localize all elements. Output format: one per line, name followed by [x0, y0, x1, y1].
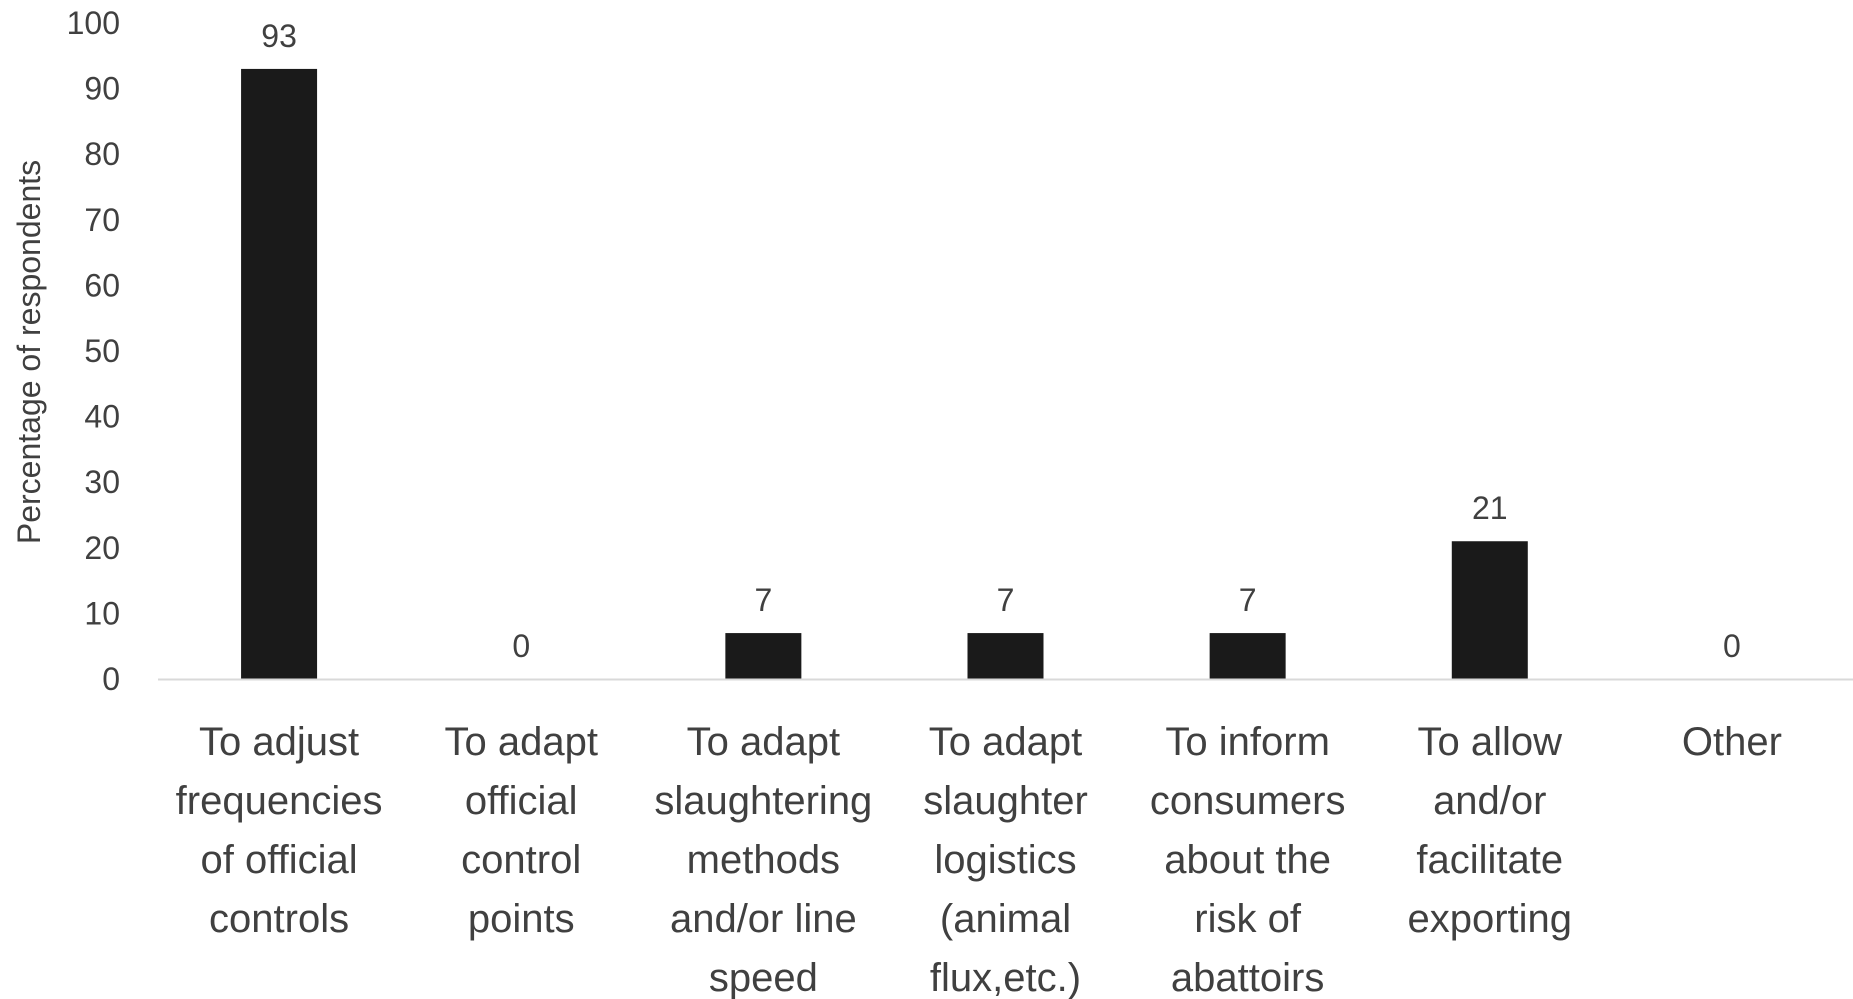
y-tick-label: 10: [84, 595, 120, 631]
data-label: 0: [1723, 628, 1741, 664]
y-tick-label: 50: [84, 333, 120, 369]
bar: [1209, 633, 1286, 679]
category-label-line: speed: [709, 956, 818, 999]
category-label-line: flux,etc.): [930, 956, 1081, 999]
category-label-line: about the: [1164, 838, 1331, 882]
y-tick-label: 90: [84, 71, 120, 107]
category-label-line: abattoirs: [1171, 956, 1324, 999]
category-label-line: logistics: [934, 838, 1076, 882]
category-label-line: Other: [1682, 720, 1782, 764]
category-label-line: controls: [209, 897, 349, 941]
y-tick-label: 100: [67, 5, 120, 41]
category-label-line: of official: [201, 838, 358, 882]
data-labels: 93 0 7 7 7 21 0: [261, 18, 1741, 664]
y-tick-label: 30: [84, 464, 120, 500]
category-label-line: (animal: [940, 897, 1071, 941]
category-label-line: frequencies: [176, 779, 383, 823]
category-label-line: slaughter: [923, 779, 1088, 823]
category-label-line: To adapt: [929, 720, 1082, 764]
y-tick-label: 80: [84, 136, 120, 172]
bar: [1451, 541, 1528, 679]
category-labels: To adjust frequencies of official controlsT…: [176, 720, 1782, 999]
category-label-line: slaughtering: [654, 779, 872, 823]
data-label: 7: [1239, 582, 1257, 618]
category-label: To adapt official control points: [444, 720, 597, 941]
bar: [967, 633, 1044, 679]
y-tick-label: 0: [102, 661, 120, 697]
category-label-line: To allow: [1418, 720, 1563, 764]
category-label: To allow and/or facilitate exporting: [1408, 720, 1573, 941]
category-label-line: and/or line: [670, 897, 857, 941]
category-label-line: To adapt: [444, 720, 597, 764]
category-label-line: official: [465, 779, 578, 823]
category-label-line: To adapt: [687, 720, 840, 764]
y-axis-title: Percentage of respondents: [11, 160, 47, 544]
bars: [241, 68, 1528, 680]
category-label: Other: [1682, 720, 1782, 764]
y-tick-label: 70: [84, 202, 120, 238]
category-label-line: points: [468, 897, 575, 941]
category-label: To adapt slaughter logistics (animal flux,et…: [923, 720, 1088, 999]
y-tick-label: 40: [84, 399, 120, 435]
bar: [725, 633, 802, 679]
y-tick-label: 60: [84, 267, 120, 303]
category-label-line: To adjust: [199, 720, 359, 764]
category-label-line: To inform: [1165, 720, 1330, 764]
category-label-line: consumers: [1150, 779, 1346, 823]
category-label-line: methods: [687, 838, 840, 882]
category-label: To adjust frequencies of official controls: [176, 720, 383, 941]
bar: [241, 68, 318, 680]
category-label-line: control: [461, 838, 581, 882]
data-label: 0: [512, 628, 530, 664]
category-label-line: risk of: [1194, 897, 1302, 941]
category-label-line: exporting: [1408, 897, 1573, 941]
category-label: To inform consumers about the risk of abatto…: [1150, 720, 1346, 999]
data-label: 7: [997, 582, 1015, 618]
category-label-line: facilitate: [1416, 838, 1563, 882]
data-label: 7: [754, 582, 772, 618]
y-tick-label: 20: [84, 530, 120, 566]
category-label: To adapt slaughtering methods and/or line sp…: [654, 720, 872, 999]
category-label-line: and/or: [1433, 779, 1546, 823]
y-axis-ticks: 0 10 20 30 40 50 60 70 80 90 100: [67, 5, 120, 697]
data-label: 93: [261, 18, 297, 54]
data-label: 21: [1472, 490, 1508, 526]
